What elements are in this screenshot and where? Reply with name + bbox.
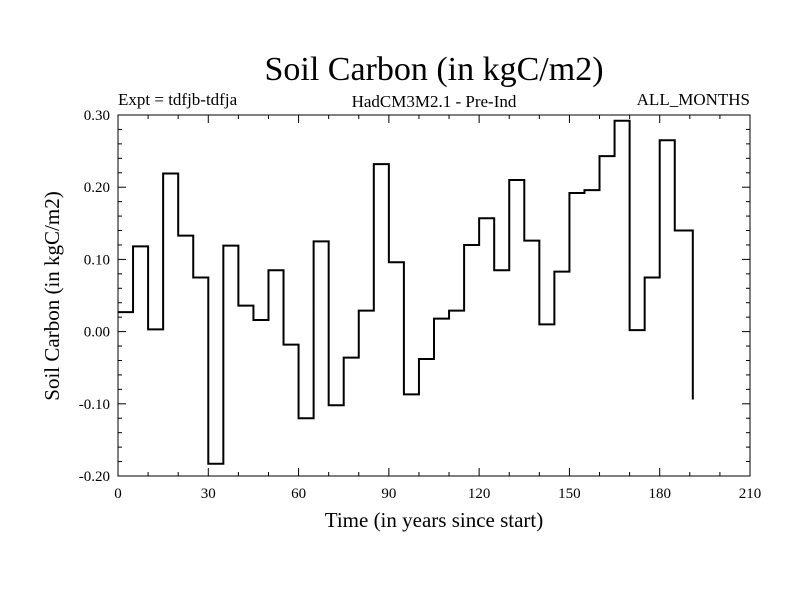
plot-frame: [117, 114, 751, 477]
y-tick-label: -0.20: [79, 469, 110, 485]
y-axis: -0.20 -0.10 0.00 0.10 0.20 0.30: [79, 108, 750, 485]
model-label: HadCM3M2.1 - Pre-Ind: [352, 92, 517, 111]
x-tick-label: 210: [739, 486, 762, 502]
series-layer: [118, 119, 694, 465]
y-tick-label: -0.10: [79, 397, 110, 413]
x-tick-label: 180: [648, 486, 671, 502]
x-tick-label: 30: [201, 486, 216, 502]
soil-carbon-series-line: [118, 119, 694, 465]
chart-title: Soil Carbon (in kgC/m2): [264, 51, 603, 88]
x-tick-label: 150: [558, 486, 581, 502]
x-tick-label: 60: [291, 486, 306, 502]
experiment-label: Expt = tdfjb-tdfja: [118, 90, 238, 109]
x-axis: 0 30 60 90 120 150 180 210: [114, 115, 761, 502]
x-tick-label: 90: [381, 486, 396, 502]
y-tick-label: 0.30: [84, 108, 110, 124]
months-label: ALL_MONTHS: [637, 90, 750, 109]
y-tick-label: 0.20: [84, 180, 110, 196]
x-axis-label: Time (in years since start): [325, 508, 544, 532]
y-tick-label: 0.10: [84, 252, 110, 268]
x-tick-label: 0: [114, 486, 122, 502]
y-tick-label: 0.00: [84, 325, 110, 341]
x-tick-label: 120: [468, 486, 491, 502]
y-axis-label: Soil Carbon (in kgC/m2): [40, 191, 64, 400]
